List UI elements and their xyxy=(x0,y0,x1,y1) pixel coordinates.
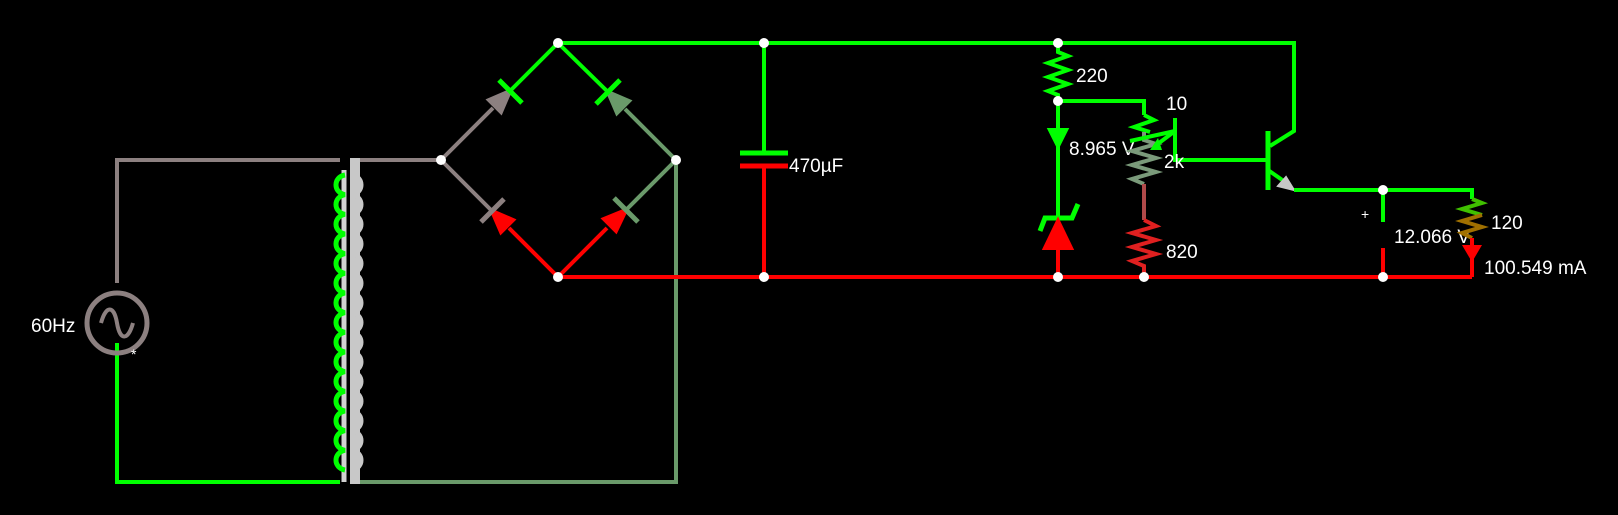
circuit-nodes xyxy=(436,38,1388,282)
diode-icon[interactable] xyxy=(439,158,560,279)
dc-rails xyxy=(558,41,1472,279)
current-arrow-icon xyxy=(1462,245,1482,262)
zener-branch xyxy=(1037,101,1081,277)
primary-coil xyxy=(333,172,346,473)
secondary-coil xyxy=(351,172,364,473)
voltmeter-plus-label: + xyxy=(1361,206,1369,222)
capacitor-label: 470µF xyxy=(789,156,843,177)
secondary-wiring xyxy=(360,158,678,484)
node-dot[interactable] xyxy=(1378,185,1388,195)
node-dot[interactable] xyxy=(759,38,769,48)
load-resistor-label: 120 xyxy=(1491,213,1523,234)
capacitor-icon[interactable] xyxy=(740,43,788,277)
resistor-icon[interactable] xyxy=(1124,218,1164,277)
output-voltage-readout: 12.066 V xyxy=(1394,227,1470,248)
positive-rail[interactable] xyxy=(558,41,1296,148)
node-dot[interactable] xyxy=(436,155,446,165)
ac-source-icon[interactable] xyxy=(84,290,150,356)
resistor-220-label: 220 xyxy=(1076,66,1108,87)
zener-voltage-readout: 8.965 V xyxy=(1069,139,1135,160)
node-dot[interactable] xyxy=(1053,272,1063,282)
diode-icon[interactable] xyxy=(556,41,678,162)
resistor-icon[interactable] xyxy=(1127,113,1160,134)
resistor-10-label: 10 xyxy=(1166,94,1187,115)
source-frequency-label: 60Hz xyxy=(31,316,75,337)
primary-top-wire[interactable] xyxy=(115,158,340,283)
node-dot[interactable] xyxy=(553,272,563,282)
wire-to-r10[interactable] xyxy=(1058,99,1146,115)
diode-icon[interactable] xyxy=(556,158,678,279)
potentiometer-label: 2k xyxy=(1164,152,1185,173)
current-arrow-icon xyxy=(1046,128,1070,151)
node-dot[interactable] xyxy=(1378,272,1388,282)
node-dot[interactable] xyxy=(759,272,769,282)
secondary-bottom-wire[interactable] xyxy=(360,160,678,484)
node-dot[interactable] xyxy=(1053,96,1063,106)
bridge-rectifier xyxy=(439,41,678,279)
node-dot[interactable] xyxy=(553,38,563,48)
transformer-icon[interactable] xyxy=(333,158,364,484)
node-dot[interactable] xyxy=(671,155,681,165)
transformer-core xyxy=(350,158,360,484)
resistor-icon[interactable] xyxy=(1041,43,1075,101)
node-dot[interactable] xyxy=(1139,272,1149,282)
base-wire[interactable] xyxy=(1173,118,1268,162)
potentiometer-icon[interactable] xyxy=(1124,129,1177,186)
node-dot[interactable] xyxy=(1053,38,1063,48)
npn-transistor-icon[interactable] xyxy=(1265,131,1474,199)
divider-branch xyxy=(1058,99,1268,277)
source-marker: * xyxy=(131,346,137,362)
resistor-820-label: 820 xyxy=(1166,242,1198,263)
load-current-readout: 100.549 mA xyxy=(1484,258,1587,279)
primary-bottom-wire[interactable] xyxy=(115,343,340,484)
diode-icon[interactable] xyxy=(439,41,560,162)
primary-loop xyxy=(115,158,340,484)
